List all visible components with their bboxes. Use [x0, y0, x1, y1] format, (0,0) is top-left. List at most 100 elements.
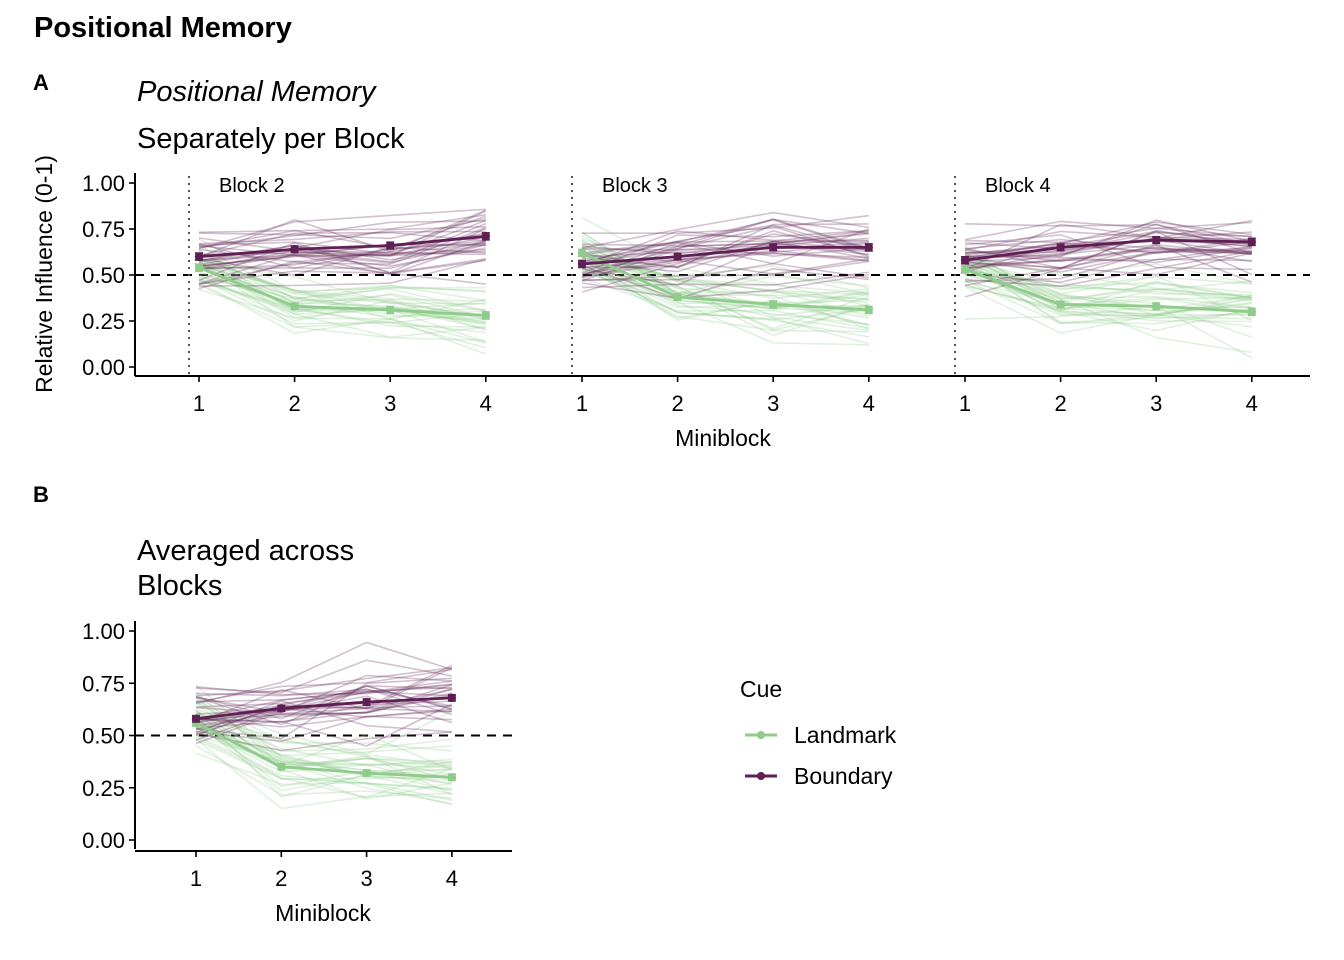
facet-block-4-boundary-point [1152, 235, 1161, 245]
facet-block-3-boundary-subject-trace [581, 231, 869, 286]
facet-block-3-landmark-subject-trace [581, 246, 869, 297]
averaged-landmark-subject-trace [195, 736, 453, 799]
facet-block-4-x-tick-label: 1 [959, 391, 971, 416]
facet-block-4-landmark-subject-trace [964, 277, 1252, 317]
averaged-landmark-subject-trace [195, 718, 452, 790]
facet-block-3-boundary-subject-trace [581, 225, 870, 276]
facet-block-2-landmark-subject-trace [198, 258, 486, 324]
facet-block-3-landmark-subject-trace [581, 267, 869, 338]
facet-block-4-landmark-subject-trace [964, 284, 1252, 332]
averaged-boundary-subject-traces [195, 641, 453, 752]
averaged-boundary-subject-trace [195, 684, 453, 720]
facet-block-4-boundary-subject-trace [964, 245, 1252, 263]
panel-b-tag: B [33, 482, 49, 507]
facet-block-2-boundary-subject-trace [198, 214, 486, 249]
facet-block-2-landmark-subject-trace [198, 262, 486, 303]
facet-block-3-boundary-subject-trace [581, 230, 869, 267]
facet-block-3-boundary-subject-trace [581, 240, 869, 273]
averaged-landmark-subject-trace [195, 718, 452, 788]
averaged-landmark-subject-trace [195, 745, 452, 800]
facet-block-2-boundary-series [194, 232, 490, 261]
facet-block-3-boundary-subject-trace [581, 230, 869, 254]
averaged-boundary-point [447, 693, 457, 703]
averaged-landmark-point [277, 762, 286, 772]
y-tick-label: 1.00 [82, 171, 125, 196]
averaged-boundary-subject-trace [195, 683, 452, 696]
facet-block-4-landmark-subject-trace [964, 256, 1252, 285]
facet-block-2-boundary-subject-trace [198, 236, 486, 257]
averaged-landmark-subject-trace [195, 710, 452, 767]
facet-block-3-boundary-subject-trace [581, 218, 870, 250]
facet-block-4-landmark-point [960, 265, 970, 274]
facet-block-4-x-tick-label: 3 [1150, 391, 1162, 416]
averaged-boundary-subject-trace [195, 641, 453, 705]
averaged-landmark-subject-traces [195, 684, 453, 810]
facet-block-3-x-tick-label: 3 [767, 391, 779, 416]
facet-block-4-boundary-subject-trace [964, 238, 1252, 273]
facet-block-2-boundary-point [386, 241, 395, 250]
y-tick-label: 0.00 [82, 828, 125, 853]
facet-block-2-landmark-subject-trace [198, 249, 486, 314]
averaged-boundary-subject-trace [195, 684, 452, 708]
facet-block-3-boundary-subject-trace [581, 240, 869, 255]
averaged-landmark-subject-trace [195, 716, 452, 781]
facet-block-4-boundary-subject-trace [964, 248, 1252, 267]
facet-block-2-boundary-subject-trace [198, 209, 487, 258]
facet-block-3-landmark-subject-trace [581, 243, 870, 330]
y-tick-label: 0.50 [82, 263, 125, 288]
facet-block-2-landmark-subject-trace [198, 274, 487, 331]
facet-block-2-boundary-subject-trace [198, 249, 486, 267]
facet-block-4-x-tick-label: 2 [1054, 391, 1066, 416]
facet-block-4-landmark-subject-trace [964, 272, 1252, 314]
x-axis-title: Miniblock [675, 425, 771, 451]
facet-block-2-boundary-subject-trace [198, 226, 487, 286]
averaged-landmark-mean-line [195, 721, 452, 779]
facet-block-4-boundary-subject-trace [964, 229, 1252, 270]
averaged-landmark-subject-trace [195, 735, 453, 806]
facet-block-2-boundary-subject-trace [198, 240, 487, 276]
legend-key-point-landmark [757, 731, 765, 739]
facet-block-3-landmark-subject-trace [581, 231, 869, 301]
facet-block-2-boundary-point [481, 232, 490, 241]
facet-block-2-boundary-subject-trace [198, 242, 486, 270]
facet-block-3-landmark-subject-trace [581, 277, 869, 330]
facet-block-3-landmark-subject-trace [581, 255, 870, 327]
averaged-landmark-subject-trace [195, 702, 452, 770]
facet-block-3-landmark-subject-trace [581, 234, 869, 305]
facet-block-2-landmark-subject-trace [198, 257, 486, 292]
facet-block-4-boundary-mean-line [964, 238, 1252, 262]
panel-a-title: Positional Memory [137, 76, 377, 108]
facet-block-4-boundary-subject-trace [964, 223, 1253, 257]
facet-block-4-landmark-subject-trace [964, 286, 1252, 334]
facet-block-2-landmark-subject-trace [198, 262, 486, 330]
averaged-landmark-subject-trace [195, 738, 452, 810]
averaged-boundary-point [277, 704, 286, 713]
facet-block-4-landmark-subject-trace [964, 259, 1252, 296]
averaged-boundary-subject-trace [195, 659, 453, 694]
averaged-boundary-subject-trace [195, 703, 453, 747]
facet-block-4-landmark-subject-trace [964, 269, 1252, 309]
facet-block-2-landmark-point [481, 311, 490, 320]
facet-block-3-landmark-subject-trace [581, 246, 869, 317]
facet-block-3-boundary-subject-trace [581, 249, 869, 279]
facet-block-3-boundary-series [577, 243, 873, 269]
facet-block-2-boundary-subject-trace [198, 240, 486, 269]
averaged-boundary-subject-trace [195, 692, 453, 721]
facet-block-4-landmark-subject-trace [964, 252, 1252, 311]
facet-block-3-boundary-subject-trace [581, 233, 869, 294]
facet-block-4-boundary-subject-trace [964, 220, 1252, 241]
facet-block-3-landmark-subject-trace [581, 252, 870, 330]
facet-block-3-landmark-point [577, 248, 587, 258]
averaged-boundary-subject-trace [195, 700, 452, 734]
averaged-boundary-subject-trace [195, 688, 453, 707]
facet-block-2-x-tick-label: 1 [193, 391, 205, 416]
facet-block-3-landmark-subject-trace [581, 270, 869, 346]
averaged-boundary-mean-line [195, 696, 452, 721]
averaged-boundary-subject-trace [195, 715, 452, 743]
facet-block-4-boundary-subject-trace [964, 258, 1252, 284]
facet-block-3-boundary-subject-trace [581, 240, 869, 268]
facet-block-4-landmark-point [1152, 302, 1161, 311]
facet-block-4-boundary-point [960, 256, 970, 265]
averaged-boundary-subject-trace [195, 677, 452, 740]
